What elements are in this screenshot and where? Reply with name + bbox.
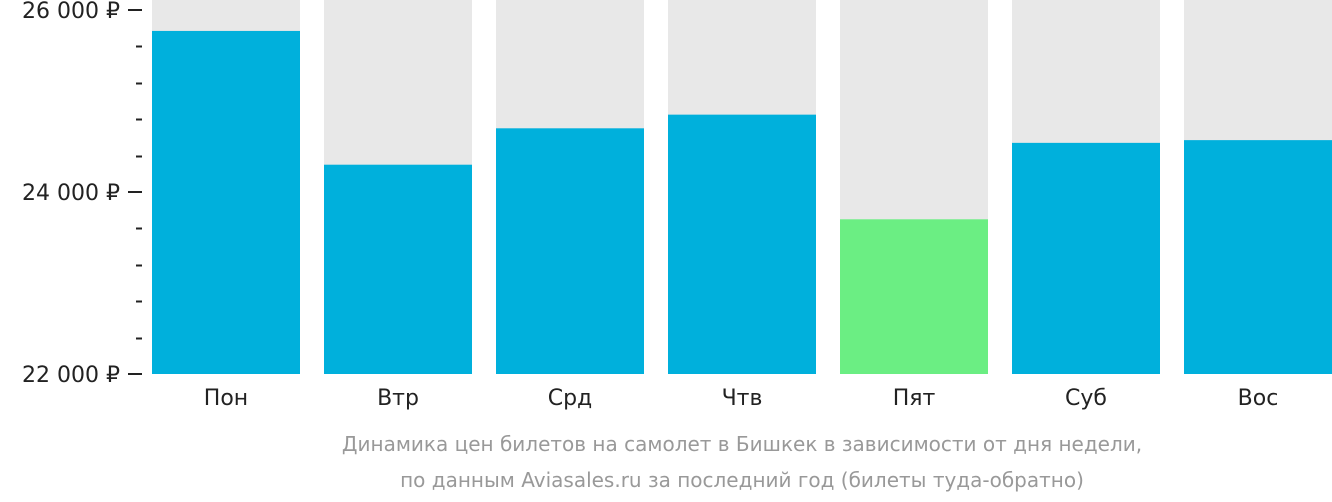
y-tick-label: 24 000 ₽ (22, 181, 120, 206)
bar-6 (1012, 142, 1160, 374)
bar-3 (496, 128, 644, 374)
x-tick-label: Пят (893, 386, 936, 411)
x-tick-label: Пон (204, 386, 248, 411)
x-tick-label: Суб (1065, 386, 1107, 411)
y-tick-label: 22 000 ₽ (22, 363, 120, 388)
bar-2 (324, 164, 472, 374)
bar-5 (840, 219, 988, 374)
x-axis-labels: Пон Втр Срд Чтв Пят Суб Вос (204, 386, 1279, 411)
y-axis: 26 000 ₽ 24 000 ₽ 22 000 ₽ (22, 0, 142, 388)
bar-layer (152, 30, 1332, 375)
caption-line-1: Динамика цен билетов на самолет в Бишкек… (342, 432, 1142, 456)
x-tick-label: Срд (548, 386, 593, 411)
x-tick-label: Вос (1238, 386, 1279, 411)
y-tick-label: 26 000 ₽ (22, 0, 120, 24)
x-tick-label: Втр (377, 386, 419, 411)
x-tick-label: Чтв (722, 386, 763, 411)
bar-7 (1184, 140, 1332, 374)
caption-line-2: по данным Aviasales.ru за последний год … (400, 468, 1084, 492)
bar-1 (152, 30, 300, 375)
bar-4 (668, 114, 816, 375)
